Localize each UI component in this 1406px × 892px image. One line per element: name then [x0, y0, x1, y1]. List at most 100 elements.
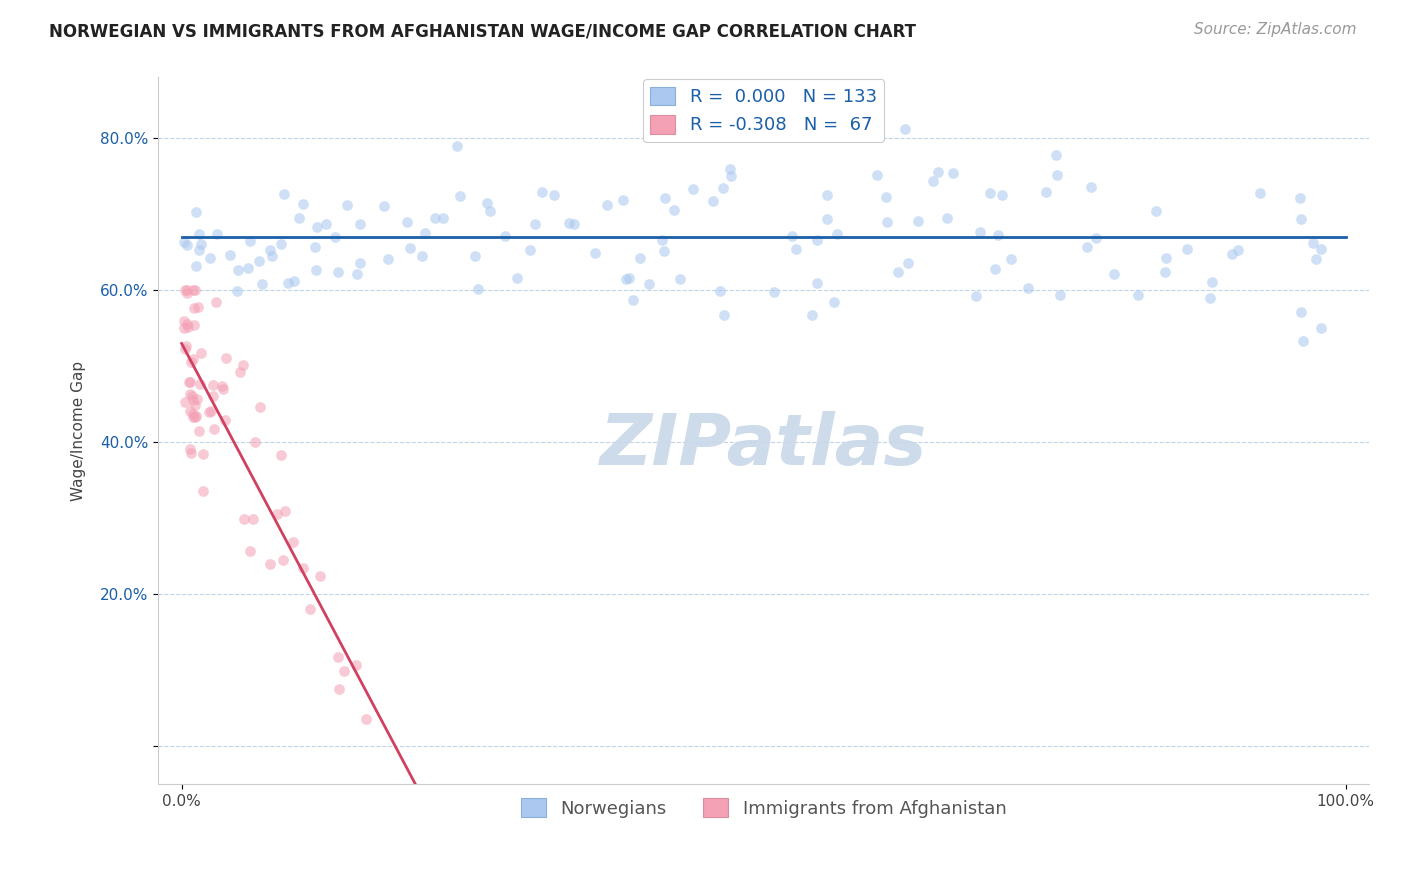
Point — [785, 242, 807, 256]
Point — [333, 665, 356, 679]
Point — [617, 271, 640, 285]
Point — [183, 392, 205, 407]
Point — [718, 162, 741, 177]
Point — [186, 205, 208, 219]
Point — [176, 339, 198, 353]
Point — [188, 376, 211, 391]
Point — [328, 650, 350, 665]
Point — [176, 283, 198, 297]
Point — [396, 215, 419, 229]
Point — [1085, 231, 1108, 245]
Point — [887, 265, 910, 279]
Point — [173, 343, 195, 357]
Point — [979, 186, 1001, 200]
Point — [177, 320, 200, 334]
Point — [654, 191, 676, 205]
Point — [187, 424, 209, 438]
Point — [1289, 212, 1312, 227]
Point — [449, 189, 471, 203]
Point — [304, 263, 326, 277]
Point — [179, 387, 201, 401]
Point — [205, 295, 228, 310]
Point — [702, 194, 724, 208]
Point — [173, 313, 195, 327]
Text: Source: ZipAtlas.com: Source: ZipAtlas.com — [1194, 22, 1357, 37]
Point — [219, 248, 242, 262]
Point — [682, 182, 704, 196]
Point — [651, 234, 673, 248]
Point — [205, 227, 228, 242]
Point — [612, 193, 634, 207]
Point — [1292, 334, 1315, 348]
Point — [637, 277, 659, 292]
Point — [328, 681, 350, 696]
Point — [800, 308, 823, 322]
Point — [894, 121, 917, 136]
Point — [1128, 288, 1150, 302]
Point — [277, 277, 299, 291]
Point — [519, 243, 541, 257]
Point — [173, 235, 195, 249]
Point — [1153, 265, 1175, 279]
Point — [987, 227, 1010, 242]
Point — [180, 446, 202, 460]
Point — [1220, 247, 1243, 261]
Point — [187, 227, 209, 241]
Point — [252, 277, 274, 291]
Point — [190, 237, 212, 252]
Point — [815, 212, 838, 227]
Point — [467, 282, 489, 296]
Point — [524, 217, 547, 231]
Point — [1046, 169, 1069, 183]
Y-axis label: Wage/Income Gap: Wage/Income Gap — [72, 361, 86, 501]
Point — [191, 447, 214, 461]
Point — [557, 216, 579, 230]
Point — [236, 261, 259, 276]
Point — [214, 413, 236, 427]
Point — [907, 213, 929, 227]
Point — [596, 198, 619, 212]
Point — [1049, 288, 1071, 302]
Point — [308, 568, 330, 582]
Point — [720, 169, 742, 183]
Point — [239, 234, 262, 248]
Point — [866, 169, 889, 183]
Point — [927, 165, 949, 179]
Point — [1201, 275, 1223, 289]
Point — [1035, 185, 1057, 199]
Point — [179, 442, 201, 457]
Point — [1289, 304, 1312, 318]
Point — [304, 240, 326, 254]
Point — [1104, 267, 1126, 281]
Point — [825, 227, 848, 242]
Point — [711, 181, 734, 195]
Point — [335, 198, 357, 212]
Point — [1249, 186, 1271, 200]
Point — [583, 245, 606, 260]
Point — [232, 512, 254, 526]
Point — [969, 225, 991, 239]
Point — [287, 211, 309, 226]
Point — [211, 382, 233, 396]
Point — [242, 511, 264, 525]
Point — [1045, 148, 1067, 162]
Point — [273, 187, 295, 202]
Point — [259, 243, 281, 257]
Point — [354, 712, 377, 726]
Point — [349, 256, 371, 270]
Point — [432, 211, 454, 226]
Point — [181, 351, 204, 366]
Point — [1144, 204, 1167, 219]
Point — [184, 409, 207, 424]
Point — [183, 407, 205, 421]
Legend: Norwegians, Immigrants from Afghanistan: Norwegians, Immigrants from Afghanistan — [513, 791, 1014, 825]
Point — [1154, 251, 1177, 265]
Point — [249, 400, 271, 414]
Point — [1175, 242, 1198, 256]
Point — [782, 229, 804, 244]
Point — [198, 251, 221, 265]
Point — [875, 190, 897, 204]
Point — [183, 283, 205, 297]
Point — [184, 410, 207, 425]
Point — [198, 405, 221, 419]
